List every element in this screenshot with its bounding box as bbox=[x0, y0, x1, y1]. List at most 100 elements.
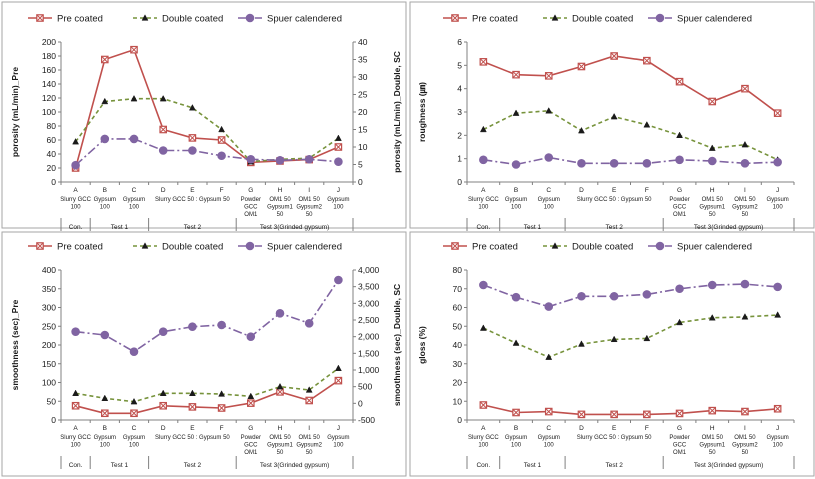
data-point bbox=[577, 159, 586, 168]
gloss-chart-panel: Pre coated Double coated Spuer calendered 0… bbox=[409, 231, 815, 477]
data-point bbox=[334, 275, 343, 285]
x-category-letter: J bbox=[776, 187, 779, 194]
data-point-cross bbox=[676, 78, 683, 85]
x-category-label: Gypsum bbox=[94, 435, 116, 441]
x-category-label: GCC bbox=[673, 443, 687, 449]
y2-tick-label: 30 bbox=[358, 72, 368, 82]
data-point-cross bbox=[335, 144, 342, 150]
x-group-label: Test 3(Grinded gypsum) bbox=[260, 462, 329, 469]
data-point bbox=[246, 332, 256, 341]
y-tick-label: 10 bbox=[453, 396, 463, 406]
y2-tick-label: 40 bbox=[358, 37, 368, 47]
legend-marker-1 bbox=[551, 14, 559, 21]
data-point bbox=[707, 156, 717, 166]
y-tick-label: 400 bbox=[42, 265, 56, 275]
y-tick-label: 4 bbox=[457, 84, 462, 94]
series-line-2 bbox=[75, 138, 339, 166]
data-point bbox=[479, 155, 488, 165]
legend-label: Spuer calendered bbox=[267, 14, 342, 25]
x-category-letter: D bbox=[161, 425, 166, 432]
data-point-cross bbox=[578, 63, 585, 70]
x-category-label: Gypsum bbox=[505, 435, 527, 441]
data-point-cross bbox=[643, 57, 650, 64]
data-point bbox=[159, 389, 167, 396]
x-group-label: Test 1 bbox=[111, 224, 129, 231]
data-point-cross bbox=[335, 377, 342, 384]
data-point bbox=[188, 389, 196, 396]
data-point-cross bbox=[774, 110, 781, 117]
x-category-label: GCC bbox=[673, 205, 687, 211]
y2-tick-label: 1,500 bbox=[358, 348, 380, 358]
data-point bbox=[101, 394, 109, 401]
x-category-letter: B bbox=[103, 187, 107, 194]
data-point-cross bbox=[189, 403, 196, 410]
data-point bbox=[188, 322, 197, 331]
x-category-label: OM1 50 bbox=[702, 197, 724, 203]
data-point-cross bbox=[160, 126, 167, 133]
data-point bbox=[707, 280, 717, 290]
x-category-letter: F bbox=[645, 425, 649, 432]
x-category-letter: G bbox=[248, 187, 253, 194]
data-point bbox=[72, 138, 80, 145]
x-category-letter: J bbox=[337, 425, 340, 432]
x-category-letter: B bbox=[103, 425, 107, 432]
data-point-cross bbox=[72, 402, 79, 409]
data-point bbox=[188, 104, 196, 111]
legend-label: Double coated bbox=[572, 242, 633, 253]
x-group-label: Test 2 bbox=[605, 462, 623, 469]
y-axis-title: roughness (㎛) bbox=[417, 82, 428, 142]
series-line-1 bbox=[483, 109, 779, 161]
x-group-label: Test 1 bbox=[111, 462, 129, 469]
x-category-letter: D bbox=[161, 187, 166, 194]
data-point bbox=[610, 112, 618, 120]
data-point bbox=[774, 311, 782, 318]
x-category-letter: A bbox=[481, 425, 486, 432]
series-line-0 bbox=[74, 48, 339, 169]
data-point bbox=[304, 154, 314, 164]
panel-frame bbox=[1, 231, 407, 477]
data-point-cross bbox=[131, 46, 137, 53]
y-tick-label: 0 bbox=[457, 415, 462, 425]
x-category-label: Gypsum bbox=[123, 197, 145, 203]
x-category-letter: G bbox=[677, 187, 682, 194]
data-point-cross bbox=[480, 58, 487, 65]
x-group-label: Con. bbox=[69, 224, 83, 231]
x-category-letter: D bbox=[579, 187, 584, 194]
legend-marker-0-cross bbox=[452, 243, 458, 249]
legend-marker-0-cross bbox=[37, 243, 43, 249]
y-axis-title: porosity (mL/min)_Pre bbox=[10, 67, 20, 157]
data-point-cross bbox=[578, 411, 585, 418]
y2-tick-label: 2,000 bbox=[358, 332, 380, 342]
data-point bbox=[72, 389, 80, 396]
x-category-label: 50 bbox=[742, 212, 749, 218]
x-category-letter: C bbox=[546, 425, 551, 432]
y2-tick-label: 4,000 bbox=[358, 265, 380, 275]
data-point bbox=[275, 156, 285, 165]
y-tick-label: 6 bbox=[457, 37, 462, 47]
y-tick-label: 50 bbox=[47, 396, 57, 406]
x-category-letter: I bbox=[308, 425, 310, 432]
y-tick-label: 180 bbox=[42, 51, 56, 61]
x-category-label: GCC bbox=[244, 443, 258, 449]
x-category-letter: H bbox=[278, 187, 283, 194]
y-tick-label: 0 bbox=[51, 415, 56, 425]
y-tick-label: 30 bbox=[453, 359, 463, 369]
data-point-cross bbox=[611, 53, 618, 59]
legend-label: Spuer calendered bbox=[677, 14, 752, 25]
legend-marker-1 bbox=[141, 242, 149, 249]
y2-tick-label: 3,000 bbox=[358, 298, 380, 308]
data-point bbox=[158, 327, 168, 336]
data-point bbox=[511, 160, 521, 169]
y-tick-label: 80 bbox=[47, 121, 57, 131]
legend-label: Pre coated bbox=[472, 14, 518, 25]
data-point bbox=[643, 121, 651, 128]
series-line-2 bbox=[483, 156, 778, 166]
legend-label: Spuer calendered bbox=[267, 242, 342, 253]
data-point bbox=[129, 134, 139, 144]
x-category-label: Powder bbox=[241, 435, 261, 441]
data-point bbox=[544, 153, 554, 162]
data-point-cross bbox=[676, 410, 683, 417]
data-point bbox=[773, 282, 782, 292]
data-point bbox=[334, 157, 343, 166]
x-category-letter: D bbox=[579, 425, 584, 432]
